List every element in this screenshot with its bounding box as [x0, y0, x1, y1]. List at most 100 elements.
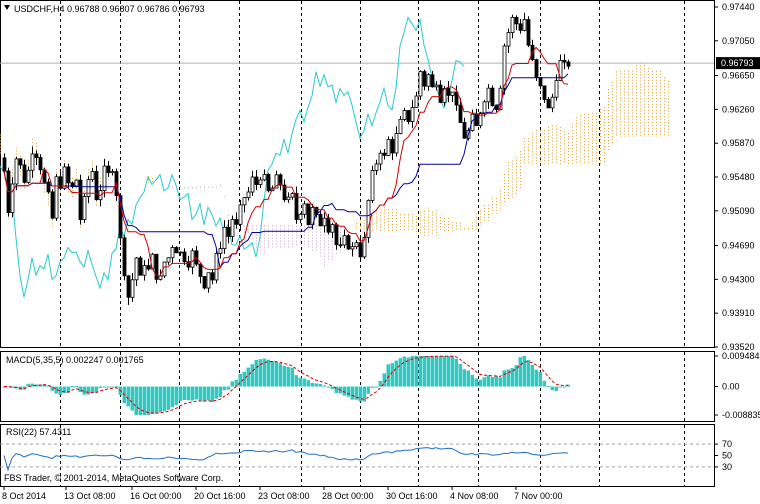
macd-bar-18 [74, 385, 78, 387]
macd-bar-114 [458, 363, 462, 387]
macd-bar-104 [418, 356, 422, 387]
macd-bar-135 [542, 380, 546, 387]
macd-bar-16 [66, 386, 70, 393]
candle-body-128 [514, 16, 519, 25]
macd-histogram [2, 356, 570, 415]
price-tick-label-6: 0.95090 [722, 206, 755, 216]
macd-bar-77 [310, 382, 314, 387]
price-tick-label-10: 0.93520 [722, 342, 755, 352]
candle-body-112 [450, 91, 455, 96]
candle-body-78 [314, 207, 319, 215]
candle-body-133 [534, 59, 539, 78]
macd-bar-13 [54, 386, 58, 394]
macd-bar-63 [254, 360, 258, 387]
candle-body-54 [218, 248, 223, 254]
macd-title: MACD(5,35,5) 0.002247 0.001765 [6, 355, 144, 365]
candle-body-26 [106, 165, 111, 174]
candle-body-46 [186, 261, 191, 268]
candle-body-8 [34, 153, 39, 158]
candle-body-138 [554, 80, 559, 98]
macd-bar-95 [382, 373, 386, 387]
macd-bar-111 [446, 356, 450, 387]
candle-body-51 [206, 272, 211, 289]
price-tick-label-4: 0.95870 [722, 138, 755, 148]
price-tick-label-1: 0.97050 [722, 36, 755, 46]
candle-body-41 [166, 257, 171, 263]
macd-bar-49 [198, 386, 202, 401]
candle-body-141 [566, 61, 571, 67]
candle-body-71 [286, 196, 291, 201]
candle-body-95 [382, 152, 387, 156]
macd-bar-136 [546, 385, 550, 387]
time-axis: 8 Oct 2014 13 Oct 08:00 16 Oct 00:00 20 Oct… [2, 487, 563, 501]
candle-body-44 [178, 251, 183, 254]
candle-body-20 [82, 196, 87, 220]
candle-body-66 [266, 174, 271, 192]
candle-body-60 [242, 197, 247, 206]
macd-bar-133 [534, 369, 538, 387]
candle-body-98 [394, 133, 399, 154]
macd-bar-43 [174, 386, 178, 406]
macd-bar-37 [150, 386, 154, 415]
macd-bar-122 [490, 377, 494, 387]
macd-signal-line [4, 355, 569, 414]
candle-body-25 [102, 165, 107, 192]
macd-bar-141 [566, 384, 570, 387]
candle-body-35 [142, 265, 147, 276]
macd-bar-36 [146, 386, 150, 415]
macd-bar-88 [354, 386, 358, 400]
macd-bar-33 [134, 386, 138, 415]
macd-bar-21 [86, 386, 90, 395]
candle-body-120 [482, 101, 487, 114]
candle-body-85 [342, 235, 347, 246]
macd-bar-60 [242, 371, 246, 387]
macd-bar-102 [410, 356, 414, 387]
macd-bar-80 [322, 385, 326, 387]
macd-bar-28 [114, 386, 118, 388]
macd-bar-22 [90, 386, 94, 393]
candle-body-97 [390, 139, 395, 154]
macd-bar-113 [454, 358, 458, 387]
current-price-box [716, 57, 760, 70]
price-tick-label-7: 0.94690 [722, 241, 755, 251]
candle-body-72 [290, 193, 295, 198]
macd-bar-110 [442, 356, 446, 387]
macd-bar-19 [78, 386, 82, 393]
candle-body-105 [422, 71, 427, 87]
price-tick-label-2: 0.96650 [722, 71, 755, 81]
candle-body-22 [90, 171, 95, 181]
candle-body-92 [370, 170, 375, 201]
macd-bar-131 [526, 359, 530, 387]
macd-bar-41 [166, 386, 170, 410]
price-tick-label-9: 0.93910 [722, 308, 755, 318]
candle-body-130 [522, 19, 527, 31]
tenkan-sen-line [3, 46, 569, 277]
macd-bar-35 [142, 386, 146, 415]
macd-bar-106 [426, 356, 430, 387]
candle-body-70 [282, 184, 287, 201]
macd-bar-72 [290, 367, 294, 387]
macd-bar-56 [226, 386, 230, 390]
macd-bar-67 [270, 360, 274, 387]
price-tick-label-8: 0.94300 [722, 274, 755, 284]
macd-bar-52 [210, 386, 214, 403]
candle-body-108 [434, 84, 439, 88]
candle-body-63 [254, 176, 259, 185]
candle-body-82 [330, 224, 335, 233]
macd-bar-92 [370, 386, 374, 388]
macd-bar-86 [346, 386, 350, 397]
macd-bar-81 [326, 386, 330, 388]
macd-bar-27 [110, 386, 114, 388]
macd-bar-123 [494, 375, 498, 387]
candle-body-110 [442, 88, 447, 103]
candle-body-31 [126, 275, 131, 298]
candle-body-117 [470, 113, 475, 131]
macd-panel: MACD(5,35,5) 0.002247 0.001765 0.0094840… [0, 351, 760, 422]
macd-bar-46 [186, 386, 190, 401]
candle-body-126 [506, 32, 511, 47]
candle-body-36 [146, 265, 151, 270]
candle-body-27 [110, 171, 115, 174]
candle-body-111 [446, 88, 451, 96]
candle-body-135 [542, 85, 547, 100]
macd-bar-26 [106, 386, 110, 388]
